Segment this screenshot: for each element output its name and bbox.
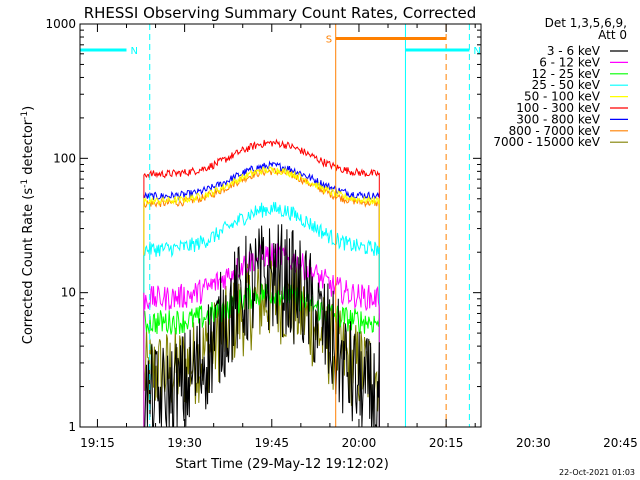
legend-header-line1: Det 1,3,5,6,9, [545, 16, 627, 30]
x-tick-label: 20:00 [342, 436, 377, 450]
x-tick-label: 19:45 [254, 436, 289, 450]
x-axis-label: Start Time (29-May-12 19:12:02) [175, 457, 389, 472]
y-axis-label-main: Corrected Count Rate (s [21, 188, 36, 345]
legend-label: 300 - 800 keV [516, 112, 600, 126]
x-tick-label: 19:30 [167, 436, 202, 450]
plot-frame [79, 23, 482, 428]
x-tick-label: 19:15 [80, 436, 115, 450]
y-axis-label-mid: detector [21, 119, 36, 179]
y-axis-label: Corrected Count Rate (s-1 detector-1) [20, 106, 36, 344]
series-line [143, 282, 380, 427]
series-layer [143, 138, 380, 428]
legend-label: 6 - 12 keV [539, 55, 601, 69]
legend-label: 3 - 6 keV [547, 44, 601, 58]
y-axis-label-sup2: -1 [20, 111, 30, 120]
footer-timestamp: 22-Oct-2021 01:03 [559, 468, 635, 477]
x-tick-label: 20:45 [603, 436, 638, 450]
y-tick-label: 100 [53, 151, 76, 165]
x-tick-label: 20:15 [429, 436, 464, 450]
legend-label: 800 - 7000 keV [509, 124, 601, 138]
legend-header-line2: Att 0 [598, 28, 627, 42]
y-tick-label: 1000 [45, 17, 76, 31]
legend-label: 25 - 50 keV [532, 78, 601, 92]
y-axis-label-sup1: -1 [20, 179, 30, 188]
flag-label: N [130, 46, 137, 57]
legend-label: 100 - 300 keV [516, 101, 600, 115]
x-axis: 19:15 19:30 19:45 20:00 20:15 20:30 20:45 [80, 24, 638, 450]
series-line [143, 201, 380, 427]
series-line [143, 165, 380, 427]
legend-label: 50 - 100 keV [524, 90, 601, 104]
chart-title: RHESSI Observing Summary Count Rates, Co… [84, 4, 477, 22]
y-tick-label: 10 [61, 286, 76, 300]
x-tick-label: 20:30 [516, 436, 551, 450]
legend-label: 7000 - 15000 keV [493, 135, 600, 149]
series-line [143, 224, 380, 428]
y-axis-label-end: ) [21, 106, 36, 111]
y-tick-label: 1 [68, 420, 76, 434]
legend-label: 12 - 25 keV [532, 67, 601, 81]
y-axis: 1 10 100 1000 [45, 17, 481, 434]
series-line [143, 138, 380, 427]
flag-label: S [326, 34, 332, 45]
flag-label: N [473, 46, 480, 57]
